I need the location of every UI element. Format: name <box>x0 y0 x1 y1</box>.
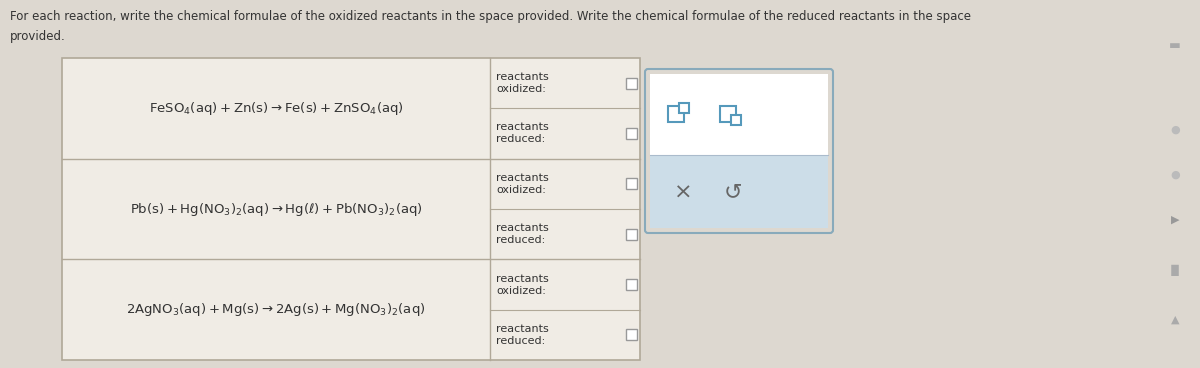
Bar <box>679 103 689 113</box>
Bar <box>626 279 637 290</box>
Bar <box>626 178 637 189</box>
Bar <box>626 329 637 340</box>
Text: $\mathrm{2AgNO_3(aq) + Mg(s) \rightarrow 2Ag(s) + Mg(NO_3)_2(aq)}$: $\mathrm{2AgNO_3(aq) + Mg(s) \rightarrow… <box>126 301 426 318</box>
Bar <box>720 106 736 121</box>
Text: oxidized:: oxidized: <box>496 286 546 296</box>
Text: ↺: ↺ <box>724 183 743 202</box>
Text: ●: ● <box>1170 170 1180 180</box>
Text: ▲: ▲ <box>1171 315 1180 325</box>
Text: reduced:: reduced: <box>496 336 545 346</box>
Text: reactants: reactants <box>496 173 548 183</box>
Bar <box>650 155 828 228</box>
Text: ▬: ▬ <box>1169 39 1181 52</box>
Text: reactants: reactants <box>496 72 548 82</box>
Text: reactants: reactants <box>496 223 548 233</box>
Text: ×: × <box>673 183 692 202</box>
Text: reactants: reactants <box>496 123 548 132</box>
Text: reactants: reactants <box>496 324 548 334</box>
Bar <box>62 58 640 360</box>
Text: ▐▌: ▐▌ <box>1166 264 1183 276</box>
Bar <box>626 229 637 240</box>
Text: provided.: provided. <box>10 30 66 43</box>
Bar <box>650 74 828 155</box>
Text: ●: ● <box>1170 125 1180 135</box>
Bar <box>626 78 637 89</box>
Bar <box>626 128 637 139</box>
Text: $\mathrm{FeSO_4(aq) + Zn(s) \rightarrow Fe(s) + ZnSO_4(aq)}$: $\mathrm{FeSO_4(aq) + Zn(s) \rightarrow … <box>149 100 403 117</box>
Text: reactants: reactants <box>496 273 548 283</box>
Text: oxidized:: oxidized: <box>496 84 546 94</box>
Text: oxidized:: oxidized: <box>496 185 546 195</box>
Bar <box>668 106 684 121</box>
Text: reduced:: reduced: <box>496 235 545 245</box>
Text: For each reaction, write the chemical formulae of the oxidized reactants in the : For each reaction, write the chemical fo… <box>10 10 971 23</box>
Text: ▶: ▶ <box>1171 215 1180 225</box>
Text: reduced:: reduced: <box>496 134 545 145</box>
Bar <box>731 114 742 124</box>
Text: $\mathrm{Pb(s) + Hg(NO_3)_2(aq) \rightarrow Hg(\ell) + Pb(NO_3)_2(aq)}$: $\mathrm{Pb(s) + Hg(NO_3)_2(aq) \rightar… <box>130 201 422 217</box>
